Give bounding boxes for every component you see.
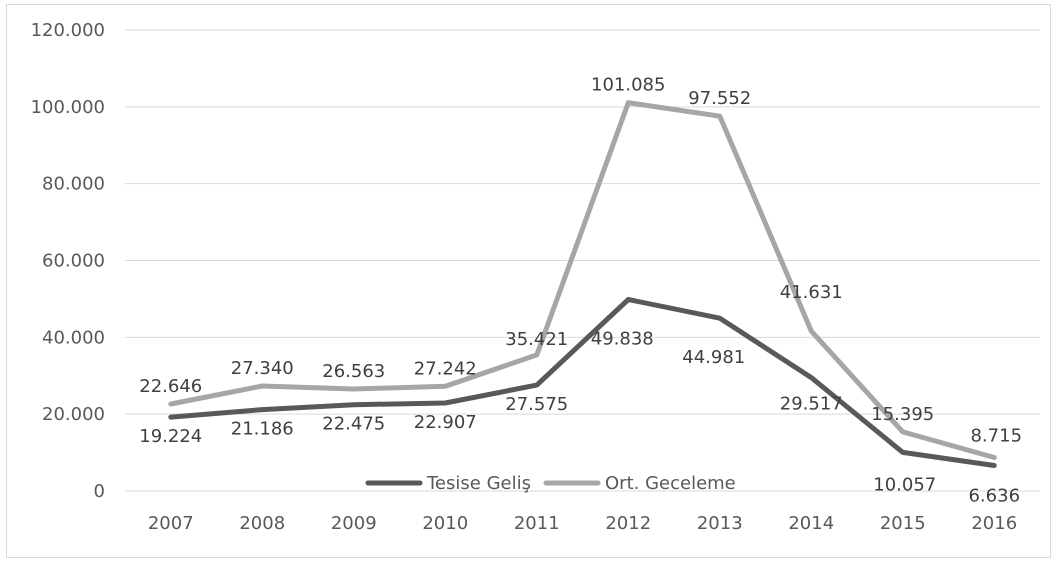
data-label: 6.636 <box>968 486 1020 507</box>
data-label: 8.715 <box>970 426 1022 447</box>
data-labels: 19.224 21.186 22.475 22.907 27.575 49.838 44.9… <box>139 75 1022 507</box>
y-tick-label: 0 <box>94 481 105 502</box>
series-line-tesise-gelis <box>168 297 997 468</box>
data-label: 35.421 <box>505 329 568 350</box>
x-tick-label: 2011 <box>514 513 560 534</box>
y-tick-label: 60.000 <box>42 251 105 272</box>
legend: Tesise Geliş Ort. Geceleme <box>365 473 736 494</box>
data-label: 10.057 <box>873 474 936 495</box>
series-line-ort-geceleme <box>168 100 997 460</box>
data-label: 21.186 <box>231 419 294 440</box>
x-tick-label: 2007 <box>148 513 194 534</box>
x-tick-label: 2010 <box>422 513 468 534</box>
legend-label: Ort. Geceleme <box>605 473 736 494</box>
data-label: 41.631 <box>780 282 843 303</box>
data-label: 27.242 <box>414 358 477 379</box>
y-tick-label: 20.000 <box>42 404 105 425</box>
x-tick-label: 2013 <box>697 513 743 534</box>
y-tick-label: 120.000 <box>31 20 105 41</box>
data-label: 29.517 <box>780 394 843 415</box>
data-label: 22.907 <box>414 412 477 433</box>
series-lines <box>168 100 997 468</box>
data-label: 22.646 <box>139 376 202 397</box>
data-label: 26.563 <box>322 361 385 382</box>
x-tick-label: 2014 <box>788 513 834 534</box>
legend-label: Tesise Geliş <box>426 473 531 494</box>
chart-area <box>6 4 1051 558</box>
data-label: 22.475 <box>322 414 385 435</box>
x-tick-label: 2016 <box>971 513 1017 534</box>
y-axis-tick-labels: 0 20.000 40.000 60.000 80.000 100.000 120.000 <box>31 20 105 502</box>
data-label: 49.838 <box>591 329 654 350</box>
x-axis-tick-labels: 2007 2008 2009 2010 2011 2012 2013 2014 2015 2016 <box>148 513 1017 534</box>
data-label: 27.575 <box>505 394 568 415</box>
x-tick-label: 2009 <box>331 513 377 534</box>
data-label: 101.085 <box>591 75 665 96</box>
data-label: 44.981 <box>682 347 745 368</box>
x-tick-label: 2012 <box>605 513 651 534</box>
data-label: 15.395 <box>871 404 934 425</box>
data-label: 27.340 <box>231 358 294 379</box>
y-tick-label: 100.000 <box>31 97 105 118</box>
x-tick-label: 2015 <box>880 513 926 534</box>
data-label: 97.552 <box>688 88 751 109</box>
x-tick-label: 2008 <box>239 513 285 534</box>
y-tick-label: 40.000 <box>42 327 105 348</box>
data-label: 19.224 <box>139 426 202 447</box>
y-tick-label: 80.000 <box>42 174 105 195</box>
